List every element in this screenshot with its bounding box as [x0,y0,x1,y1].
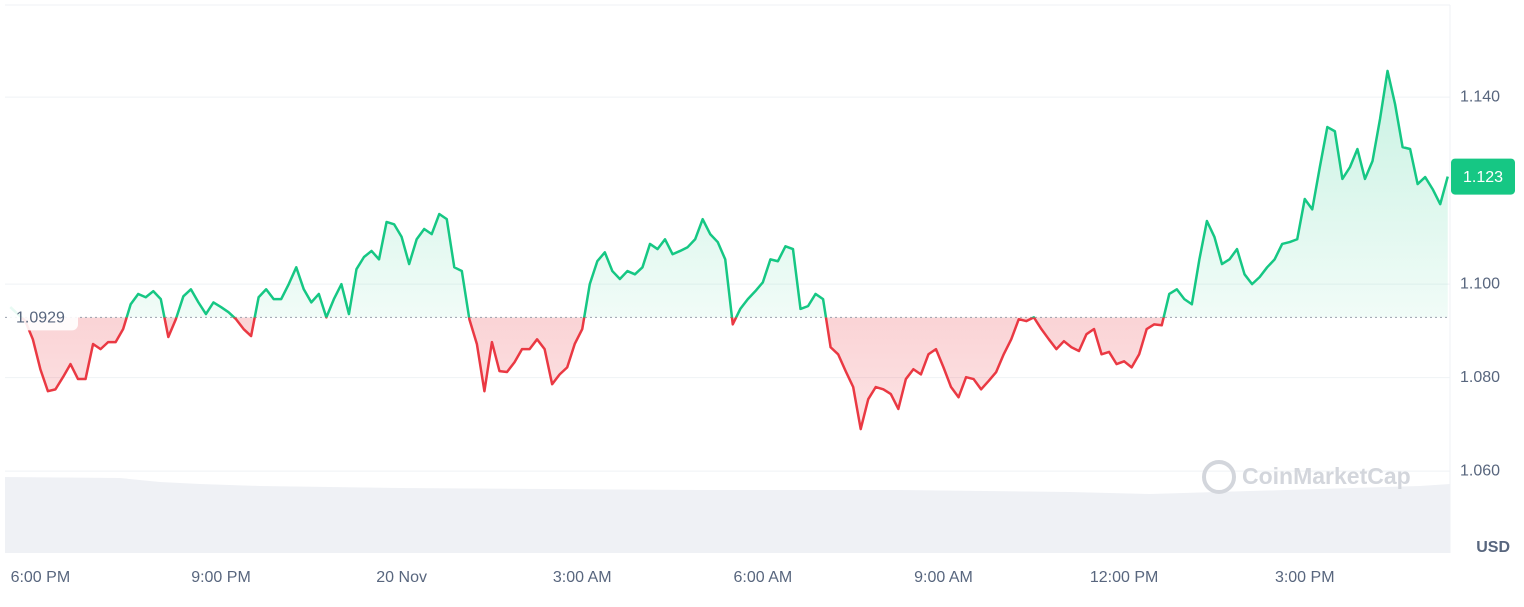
x-tick-label: 12:00 PM [1090,569,1158,586]
current-price-badge [1451,158,1515,195]
volume-area [5,477,1450,553]
x-tick-label: 3:00 PM [1275,569,1335,586]
y-tick-label: 1.060 [1460,462,1500,479]
x-tick-label: 6:00 PM [11,569,71,586]
watermark-text: CoinMarketCap [1242,463,1411,489]
watermark-logo [1202,460,1236,494]
current-price-label: 1.123 [1463,169,1503,186]
watermark: CoinMarketCap [1202,460,1411,494]
x-tick-label: 20 Nov [376,569,427,586]
x-tick-label: 9:00 PM [191,569,251,586]
price-line [9,69,1449,431]
reference-label-box [8,304,78,331]
x-tick-label: 9:00 AM [914,569,973,586]
x-tick-label: 6:00 AM [734,569,793,586]
x-tick-label: 3:00 AM [553,569,612,586]
y-tick-label: 1.100 [1460,275,1500,292]
price-area [10,70,1448,430]
y-tick-label: 1.140 [1460,88,1500,105]
y-tick-label: 1.080 [1460,369,1500,386]
y-unit: USD [1476,539,1510,556]
reference-label: 1.0929 [16,310,65,327]
